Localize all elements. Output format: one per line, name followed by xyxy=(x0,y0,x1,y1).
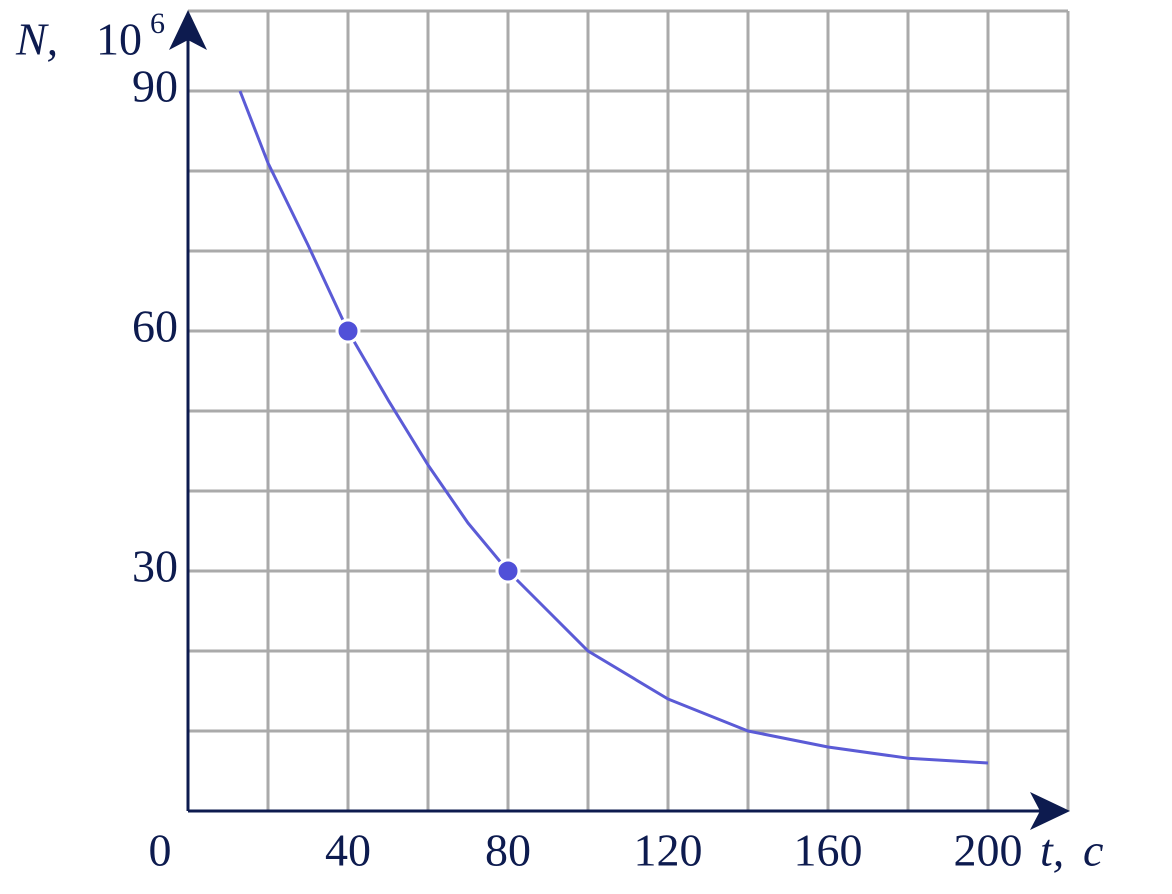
grid xyxy=(188,9,1070,811)
x-tick-label: 200 xyxy=(954,825,1023,876)
x-tick-label: 120 xyxy=(634,825,703,876)
highlight-point xyxy=(335,318,361,344)
line-series xyxy=(238,90,989,765)
x-axis-label: t, xyxy=(1040,825,1064,876)
x-axis-unit: c xyxy=(1083,825,1103,876)
x-tick-label: 160 xyxy=(794,825,863,876)
y-tick-label: 90 xyxy=(132,61,178,112)
y-axis-arrow xyxy=(169,10,207,50)
y-tick-label: 30 xyxy=(132,541,178,592)
plot-area xyxy=(238,90,989,765)
y-axis-label: N, xyxy=(15,14,58,65)
x-tick-label: 80 xyxy=(485,825,531,876)
x-tick-label: 0 xyxy=(149,825,172,876)
y-axis-unit-power: 6 xyxy=(150,7,165,40)
y-axis-unit: 10 xyxy=(96,14,142,65)
x-axis-arrow xyxy=(1030,792,1070,830)
highlight-point xyxy=(495,558,521,584)
y-tick-label: 60 xyxy=(132,301,178,352)
x-tick-label: 40 xyxy=(325,825,371,876)
